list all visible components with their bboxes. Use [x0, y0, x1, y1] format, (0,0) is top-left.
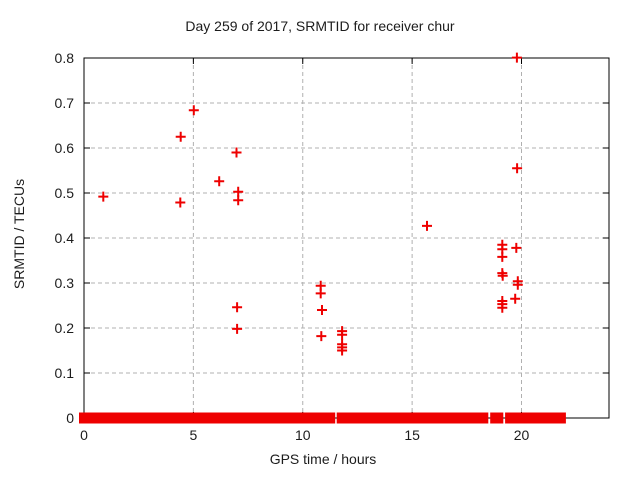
zero-value-band — [79, 412, 336, 424]
data-point-marker — [233, 186, 244, 197]
data-point-marker — [316, 331, 327, 342]
data-point-marker — [497, 270, 508, 281]
x-tick-label: 20 — [514, 427, 530, 443]
data-point-marker — [231, 147, 242, 158]
y-tick-label: 0.5 — [55, 185, 75, 201]
y-tick-label: 0.7 — [55, 95, 75, 111]
x-axis-label: GPS time / hours — [270, 451, 377, 467]
zero-value-band — [336, 412, 489, 424]
zero-value-band — [490, 412, 504, 424]
data-point-marker — [175, 197, 186, 208]
x-tick-label: 10 — [295, 427, 311, 443]
data-point-marker — [315, 288, 326, 299]
y-tick-label: 0.1 — [55, 365, 75, 381]
data-point-marker — [175, 131, 186, 142]
x-tick-label: 15 — [404, 427, 420, 443]
data-point-marker — [512, 163, 523, 174]
data-point-marker — [98, 191, 109, 202]
data-point-marker — [511, 242, 522, 253]
data-point-marker — [512, 279, 523, 290]
y-tick-label: 0.6 — [55, 140, 75, 156]
data-point-marker — [232, 302, 243, 313]
data-point-marker — [337, 329, 348, 340]
data-point-marker — [510, 293, 521, 304]
data-point-marker — [317, 305, 327, 315]
y-tick-label: 0.3 — [55, 275, 75, 291]
data-point-marker — [188, 105, 199, 116]
zero-value-band — [505, 412, 566, 424]
y-tick-label: 0 — [66, 410, 74, 426]
chart-title: Day 259 of 2017, SRMTID for receiver chu… — [185, 18, 455, 34]
data-point-marker — [497, 302, 508, 313]
data-point-marker — [422, 220, 432, 231]
y-tick-label: 0.2 — [55, 320, 75, 336]
data-point-marker — [233, 195, 244, 206]
x-tick-label: 0 — [80, 427, 88, 443]
data-point-marker — [232, 323, 243, 334]
y-tick-label: 0.4 — [55, 230, 75, 246]
data-point-marker — [214, 176, 225, 187]
data-point-marker — [337, 345, 348, 356]
plot-area: 0 5 10 15 20 0 0.1 0.2 0.3 0.4 0.5 0.6 0.7 0.8 — [55, 50, 610, 443]
x-tick-label: 5 — [189, 427, 197, 443]
y-tick-label: 0.8 — [55, 50, 75, 66]
data-point-marker — [511, 52, 522, 63]
y-axis-label: SRMTID / TECUs — [11, 179, 27, 289]
data-point-marker — [497, 251, 508, 262]
